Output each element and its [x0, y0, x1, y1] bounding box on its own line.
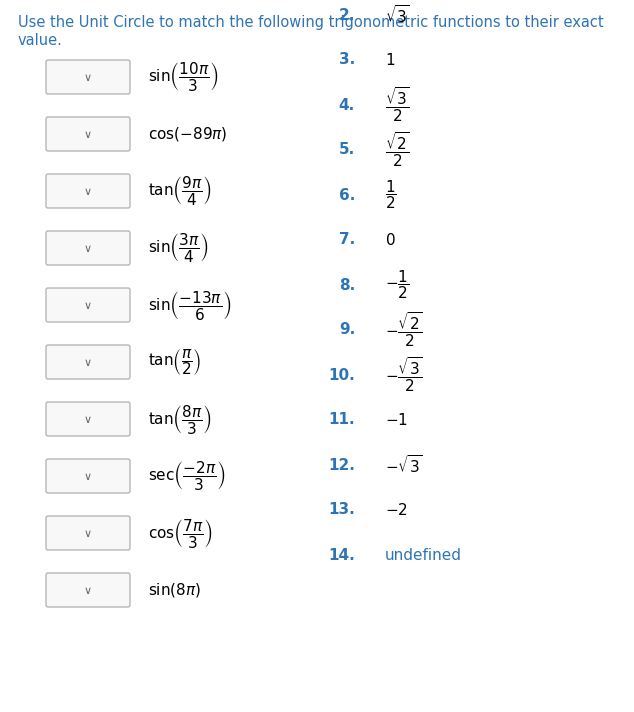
Text: $1$: $1$ — [385, 52, 395, 68]
Text: undefined: undefined — [385, 548, 462, 562]
Text: 7.: 7. — [339, 233, 355, 248]
FancyBboxPatch shape — [46, 60, 130, 94]
Text: 12.: 12. — [328, 458, 355, 473]
FancyBboxPatch shape — [46, 459, 130, 493]
Text: ∨: ∨ — [84, 301, 92, 311]
Text: $\dfrac{\sqrt{3}}{2}$: $\dfrac{\sqrt{3}}{2}$ — [385, 85, 410, 125]
Text: $\dfrac{1}{2}$: $\dfrac{1}{2}$ — [385, 179, 397, 211]
Text: value.: value. — [18, 33, 63, 48]
Text: ∨: ∨ — [84, 73, 92, 83]
Text: $\sin\!\left(\dfrac{10\pi}{3}\right)$: $\sin\!\left(\dfrac{10\pi}{3}\right)$ — [148, 61, 219, 93]
Text: $\sin(8\pi)$: $\sin(8\pi)$ — [148, 581, 201, 599]
Text: $-\dfrac{1}{2}$: $-\dfrac{1}{2}$ — [385, 268, 410, 301]
Text: $\cos\!\left(\dfrac{7\pi}{3}\right)$: $\cos\!\left(\dfrac{7\pi}{3}\right)$ — [148, 516, 212, 550]
Text: $\dfrac{\sqrt{2}}{2}$: $\dfrac{\sqrt{2}}{2}$ — [385, 131, 410, 169]
Text: 6.: 6. — [339, 187, 355, 202]
Text: 11.: 11. — [328, 412, 355, 427]
Text: $\sin\!\left(\dfrac{3\pi}{4}\right)$: $\sin\!\left(\dfrac{3\pi}{4}\right)$ — [148, 231, 209, 264]
FancyBboxPatch shape — [46, 402, 130, 436]
Text: $-\dfrac{\sqrt{3}}{2}$: $-\dfrac{\sqrt{3}}{2}$ — [385, 356, 423, 394]
Text: $\sec\!\left(\dfrac{-2\pi}{3}\right)$: $\sec\!\left(\dfrac{-2\pi}{3}\right)$ — [148, 459, 225, 493]
FancyBboxPatch shape — [46, 117, 130, 151]
Text: 13.: 13. — [328, 503, 355, 518]
Text: $\cos(-89\pi)$: $\cos(-89\pi)$ — [148, 125, 228, 143]
FancyBboxPatch shape — [46, 174, 130, 208]
FancyBboxPatch shape — [46, 231, 130, 265]
Text: 3.: 3. — [339, 53, 355, 68]
FancyBboxPatch shape — [46, 345, 130, 379]
Text: ∨: ∨ — [84, 130, 92, 140]
Text: ∨: ∨ — [84, 586, 92, 596]
FancyBboxPatch shape — [46, 573, 130, 607]
Text: 2.: 2. — [339, 8, 355, 23]
Text: $-2$: $-2$ — [385, 502, 408, 518]
Text: 10.: 10. — [328, 367, 355, 382]
Text: $\sqrt{3}$: $\sqrt{3}$ — [385, 4, 410, 26]
Text: $\tan\!\left(\dfrac{\pi}{2}\right)$: $\tan\!\left(\dfrac{\pi}{2}\right)$ — [148, 347, 201, 377]
Text: 5.: 5. — [339, 142, 355, 157]
Text: $-\sqrt{3}$: $-\sqrt{3}$ — [385, 454, 423, 476]
Text: ∨: ∨ — [84, 187, 92, 197]
Text: ∨: ∨ — [84, 472, 92, 482]
Text: 8.: 8. — [339, 278, 355, 293]
Text: $\tan\!\left(\dfrac{9\pi}{4}\right)$: $\tan\!\left(\dfrac{9\pi}{4}\right)$ — [148, 174, 212, 207]
Text: $\sin\!\left(\dfrac{-13\pi}{6}\right)$: $\sin\!\left(\dfrac{-13\pi}{6}\right)$ — [148, 288, 231, 322]
Text: $-\dfrac{\sqrt{2}}{2}$: $-\dfrac{\sqrt{2}}{2}$ — [385, 310, 423, 350]
Text: ∨: ∨ — [84, 358, 92, 368]
Text: ∨: ∨ — [84, 415, 92, 425]
Text: Use the Unit Circle to match the following trigonometric functions to their exac: Use the Unit Circle to match the followi… — [18, 15, 604, 30]
Text: 14.: 14. — [328, 548, 355, 562]
Text: $-1$: $-1$ — [385, 412, 408, 428]
Text: 9.: 9. — [339, 323, 355, 337]
Text: ∨: ∨ — [84, 529, 92, 539]
Text: $\tan\!\left(\dfrac{8\pi}{3}\right)$: $\tan\!\left(\dfrac{8\pi}{3}\right)$ — [148, 402, 212, 436]
FancyBboxPatch shape — [46, 288, 130, 322]
Text: $0$: $0$ — [385, 232, 396, 248]
Text: 4.: 4. — [339, 98, 355, 112]
FancyBboxPatch shape — [46, 516, 130, 550]
Text: ∨: ∨ — [84, 244, 92, 254]
